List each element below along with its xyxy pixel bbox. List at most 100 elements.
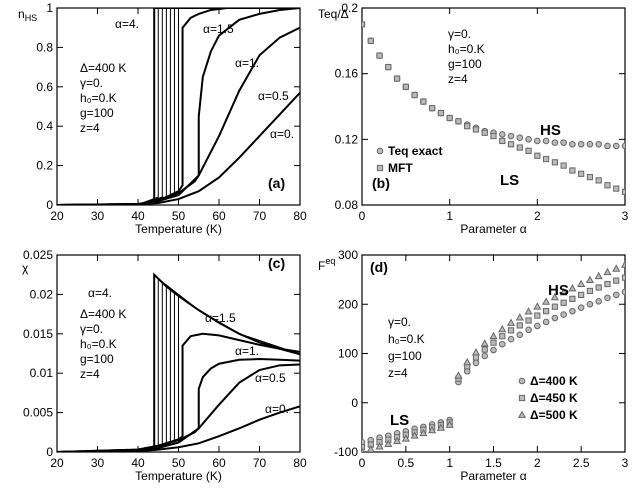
panel: 0 1 2 3 0.08 0.12 0.16 0.2 Parameter α Teq/Δ Teq e… [318,1,629,236]
marker-circle [586,300,594,308]
y-tick-label: 0.2 [341,1,358,15]
marker-circle [595,140,603,148]
plot-area [57,272,300,452]
annotation: z=4 [80,367,100,381]
marker-square [472,126,480,133]
plot-frame [361,7,626,206]
series-line [57,363,300,452]
marker-circle [507,335,515,343]
annotation: γ=0. [80,76,103,90]
marker-square [525,147,532,154]
panel-label: (a) [268,175,285,191]
x-tick-label: 50 [172,209,186,223]
x-tick-label: 20 [50,456,64,470]
marker-triangle [384,439,393,448]
marker-circle [560,311,567,318]
x-axis-label: Temperature (K) [135,222,222,236]
marker-square [604,280,611,288]
annotation: z=4 [80,121,100,135]
x-tick-label: 0 [359,456,366,470]
x-tick-label: 70 [253,209,267,223]
plot-area [362,260,625,452]
marker-triangle [603,267,612,276]
marker-triangle [401,434,410,442]
marker-triangle [620,260,625,268]
y-tick-label: 0.025 [23,248,53,262]
y-tick-label: -100 [334,445,358,459]
marker-square [362,443,366,451]
y-tick-label: 0 [351,396,358,410]
marker-circle [534,137,541,145]
annotation: g=100 [80,106,114,120]
annotation: h₀=0.K [448,42,485,56]
marker-circle [621,142,625,150]
curve-label: α=0.5 [255,371,286,385]
marker-circle [569,307,576,315]
y-tick-label: 0.08 [335,198,359,212]
x-tick-label: 1 [446,209,453,223]
marker-circle [551,314,559,322]
curve-label: α=4. [88,286,112,300]
panel: 20 30 40 50 60 70 80 0 0.005 0.01 0.015 0.02 0.025 Te… [22,248,307,483]
marker-square [490,132,497,140]
marker-square [586,287,594,295]
marker-circle [586,140,594,148]
marker-circle [595,297,603,305]
marker-triangle [612,264,621,272]
x-tick-label: 2 [534,456,541,470]
marker-triangle [524,307,533,315]
marker-square [429,105,436,112]
annotation: h₀=0.K [80,337,117,351]
series-line [57,405,300,452]
marker-circle [569,140,576,148]
marker-square [551,159,558,166]
marker-square [543,155,550,163]
marker-square [586,173,594,181]
x-tick-label: 40 [131,209,145,223]
marker-circle [516,134,524,141]
y-label-main: n [18,7,25,21]
x-tick-label: 0 [359,209,366,223]
legend-label: Δ=450 K [530,391,578,405]
marker-square [534,312,541,319]
x-axis-label: Parameter α [460,222,526,236]
marker-triangle [585,275,594,284]
marker-triangle [489,331,498,340]
marker-triangle [375,442,384,450]
x-axis-label: Temperature (K) [135,469,222,483]
x-axis-label: Parameter α [460,469,526,483]
marker-square [376,52,383,59]
y-label-sup: eq [325,256,335,266]
marker-triangle [362,447,365,452]
x-tick-label: 60 [212,209,226,223]
marker-square [455,118,462,125]
panel-label: (c) [268,255,285,271]
marker-square [472,354,480,361]
marker-triangle [463,357,472,366]
y-tick-label: 0.005 [23,406,53,420]
annotation: z=4 [388,366,408,380]
marker-square [499,333,506,340]
marker-square [516,322,523,329]
marker-square [534,152,541,159]
marker-square [578,291,585,298]
marker-circle [621,288,625,296]
marker-triangle [533,302,542,310]
annotation: γ=0. [80,322,103,336]
y-tick-label: 1 [46,1,53,15]
x-tick-label: 2 [534,209,541,223]
x-tick-label: 1 [446,456,453,470]
x-tick-label: 0.5 [397,456,414,470]
annotation: Δ=400 K [80,307,126,321]
marker-circle [612,142,620,150]
y-label-main: χ [22,261,29,275]
marker-triangle [480,339,489,347]
marker-triangle [594,271,603,280]
x-tick-label: 20 [50,209,64,223]
marker-triangle [559,287,568,296]
region-label: LS [390,412,409,429]
marker-square [481,129,488,136]
annotation: g=100 [388,349,422,363]
